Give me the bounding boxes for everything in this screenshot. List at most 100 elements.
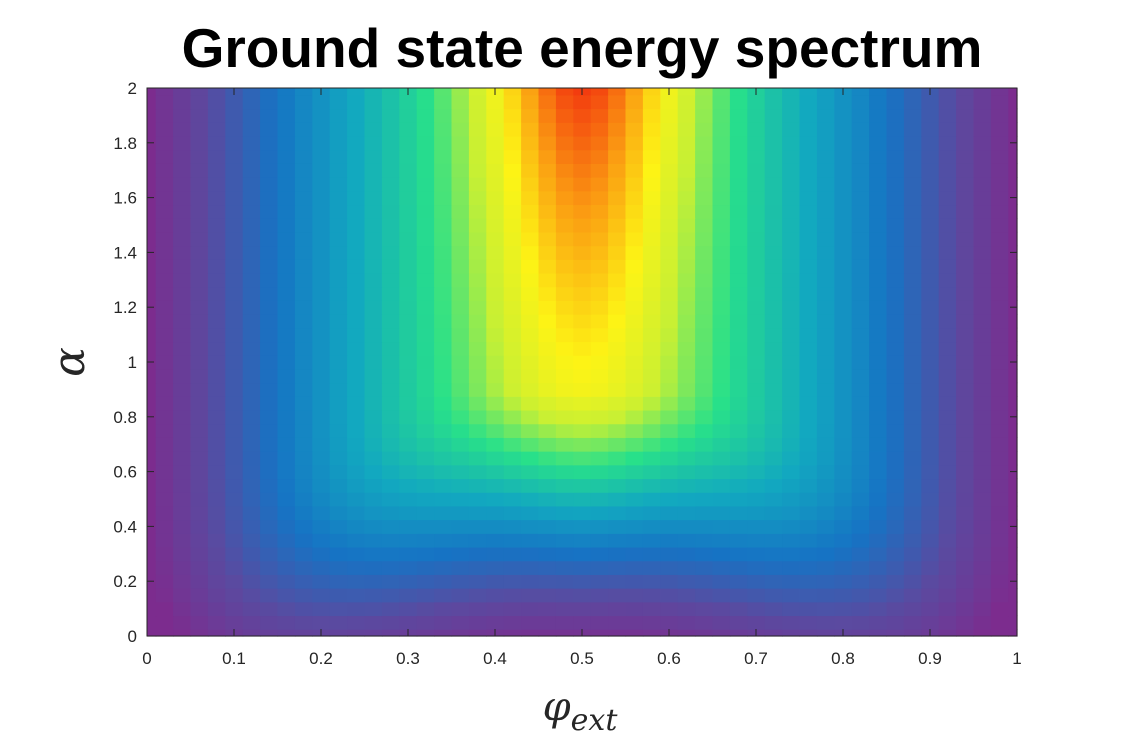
heatmap-cell (155, 505, 174, 521)
heatmap-cell (347, 177, 366, 192)
heatmap-cell (347, 560, 366, 575)
heatmap-cell (973, 437, 992, 452)
heatmap-cell (747, 451, 766, 466)
heatmap-cell (434, 629, 453, 637)
heatmap-cell (503, 163, 522, 178)
heatmap-cell (190, 149, 209, 164)
heatmap-cell (990, 163, 1009, 178)
heatmap-cell (416, 409, 435, 425)
heatmap-cell (260, 286, 279, 301)
heatmap-cell (521, 286, 540, 301)
heatmap-cell (451, 149, 470, 164)
heatmap-cell (381, 560, 400, 575)
heatmap-cell (921, 149, 940, 164)
heatmap-cell (990, 382, 1009, 397)
heatmap-cell (468, 88, 487, 96)
heatmap-cell (416, 177, 435, 192)
heatmap-cell (364, 505, 383, 521)
heatmap-cell (712, 314, 731, 329)
heatmap-cell (538, 519, 557, 534)
heatmap-cell (364, 286, 383, 301)
heatmap-cell (625, 574, 644, 589)
heatmap-cell (468, 108, 487, 123)
heatmap-cell (608, 396, 627, 411)
heatmap-cell (347, 94, 366, 110)
heatmap-cell (347, 163, 366, 178)
heatmap-cell (451, 533, 470, 548)
heatmap-cell (312, 423, 331, 438)
heatmap-cell (608, 190, 627, 206)
heatmap-cell (521, 108, 540, 123)
heatmap-cell (555, 286, 574, 301)
heatmap-cell (608, 355, 627, 370)
heatmap-cell (555, 560, 574, 575)
heatmap-cell (677, 451, 696, 466)
heatmap-cell (851, 122, 870, 137)
heatmap-cell (451, 259, 470, 274)
heatmap-cell (782, 629, 801, 637)
heatmap-cell (190, 519, 209, 534)
heatmap-cell (973, 601, 992, 617)
heatmap-cell (973, 492, 992, 507)
heatmap-cell (799, 245, 818, 260)
heatmap-cell (260, 231, 279, 247)
heatmap-cell (608, 149, 627, 164)
heatmap-cell (399, 135, 418, 151)
heatmap-cell (521, 231, 540, 247)
heatmap-cell (468, 341, 487, 356)
heatmap-cell (660, 272, 679, 288)
heatmap-cell (329, 327, 348, 343)
heatmap-cell (990, 519, 1009, 534)
heatmap-cell (347, 259, 366, 274)
heatmap-cell (869, 629, 888, 637)
heatmap-cell (903, 423, 922, 438)
heatmap-cell (816, 314, 835, 329)
heatmap-cell (642, 163, 661, 178)
heatmap-cell (608, 492, 627, 507)
heatmap-cell (677, 94, 696, 110)
heatmap-cell (590, 190, 609, 206)
heatmap-cell (938, 177, 957, 192)
heatmap-cell (695, 505, 714, 521)
heatmap-cell (764, 272, 783, 288)
heatmap-cell (834, 492, 853, 507)
heatmap-cell (451, 588, 470, 603)
heatmap-cell (590, 601, 609, 617)
heatmap-cell (329, 149, 348, 164)
heatmap-cell (294, 122, 313, 137)
heatmap-cell (938, 505, 957, 521)
heatmap-cell (886, 190, 905, 206)
heatmap-cell (816, 122, 835, 137)
heatmap-cell (399, 245, 418, 260)
heatmap-cell (660, 478, 679, 493)
heatmap-cell (434, 519, 453, 534)
heatmap-cell (729, 218, 748, 233)
heatmap-cell (207, 368, 226, 384)
y-tick-label: 1.8 (113, 134, 137, 153)
heatmap-cell (364, 615, 383, 630)
heatmap-cell (555, 122, 574, 137)
heatmap-cell (173, 464, 192, 480)
heatmap-cell (312, 231, 331, 247)
heatmap-cell (242, 204, 261, 219)
heatmap-cell (225, 286, 244, 301)
heatmap-cell (695, 629, 714, 637)
heatmap-cell (590, 492, 609, 507)
heatmap-cell (486, 492, 505, 507)
heatmap-cell (834, 478, 853, 493)
heatmap-cell (434, 560, 453, 575)
heatmap-cell (538, 190, 557, 206)
heatmap-cell (660, 533, 679, 548)
heatmap-cell (260, 409, 279, 425)
heatmap-cell (886, 88, 905, 96)
heatmap-cell (573, 231, 592, 247)
heatmap-cell (260, 272, 279, 288)
heatmap-cell (590, 272, 609, 288)
heatmap-cell (521, 204, 540, 219)
heatmap-cell (147, 341, 157, 356)
heatmap-cell (677, 122, 696, 137)
heatmap-cell (329, 382, 348, 397)
heatmap-cell (207, 245, 226, 260)
heatmap-cell (521, 245, 540, 260)
heatmap-cell (155, 396, 174, 411)
